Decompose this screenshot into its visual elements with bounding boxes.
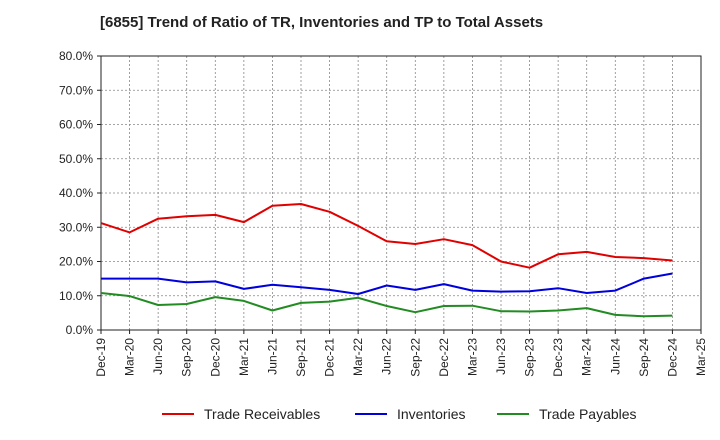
x-tick-label: Jun-24	[608, 338, 622, 375]
legend-label: Trade Payables	[539, 406, 637, 422]
x-tick-label: Dec-24	[665, 338, 679, 377]
x-tick-label: Dec-20	[208, 338, 222, 377]
x-tick-label: Mar-22	[351, 338, 365, 376]
grid	[100, 55, 702, 331]
y-tick-label: 0.0%	[66, 323, 94, 337]
x-tick-label: Sep-20	[180, 338, 194, 377]
y-tick-label: 30.0%	[59, 220, 93, 234]
x-tick-label: Jun-23	[494, 338, 508, 375]
series-lines	[100, 203, 673, 318]
plot-frame	[100, 55, 702, 331]
legend-item-trade-payables: Trade Payables	[497, 404, 637, 424]
legend-item-inventories: Inventories	[355, 404, 465, 424]
x-tick-label: Jun-20	[151, 338, 165, 375]
x-tick-label: Sep-21	[294, 338, 308, 377]
x-tick-label: Mar-25	[694, 338, 708, 376]
y-tick-label: 10.0%	[59, 289, 93, 303]
x-tick-label: Sep-23	[523, 338, 537, 377]
x-tick-label: Dec-23	[551, 338, 565, 377]
series-line-trade-receivables	[100, 203, 673, 269]
legend: Trade Receivables Inventories Trade Payabl…	[0, 404, 720, 424]
x-tick-label: Jun-21	[265, 338, 279, 375]
x-tick-label: Mar-24	[580, 338, 594, 376]
x-tick-label: Dec-19	[94, 338, 108, 377]
y-tick-label: 70.0%	[59, 83, 93, 97]
legend-label: Inventories	[397, 406, 466, 422]
x-tick-label: Sep-22	[408, 338, 422, 377]
legend-swatch	[355, 413, 387, 415]
x-tick-label: Mar-23	[465, 338, 479, 376]
tick-labels: 0.0% 10.0% 20.0% 30.0% 40.0% 50.0% 60.0% 70.0% 8…	[59, 49, 708, 377]
series-line-trade-payables	[100, 292, 673, 318]
chart-title: [6855] Trend of Ratio of TR, Inventories…	[100, 14, 544, 31]
y-tick-label: 20.0%	[59, 255, 93, 269]
x-tick-label: Jun-22	[380, 338, 394, 375]
y-tick-label: 60.0%	[59, 118, 93, 132]
x-tick-label: Mar-20	[123, 338, 137, 376]
x-tick-label: Mar-21	[237, 338, 251, 376]
legend-swatch	[162, 413, 194, 415]
x-tick-label: Dec-21	[323, 338, 337, 377]
x-tick-label: Sep-24	[637, 338, 651, 377]
x-tick-label: Dec-22	[437, 338, 451, 377]
y-tick-label: 40.0%	[59, 186, 93, 200]
axes	[97, 55, 702, 334]
legend-item-trade-receivables: Trade Receivables	[162, 404, 320, 424]
y-tick-label: 50.0%	[59, 152, 93, 166]
legend-label: Trade Receivables	[204, 406, 321, 422]
series-line-inventories	[101, 272, 673, 295]
y-tick-label: 80.0%	[59, 49, 93, 63]
legend-swatch	[497, 413, 529, 415]
